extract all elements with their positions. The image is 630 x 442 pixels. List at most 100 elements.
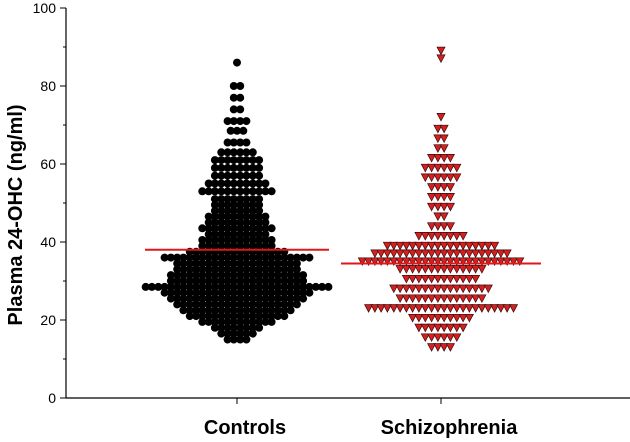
- controls-point: [255, 212, 264, 221]
- schizophrenia-point: [433, 284, 443, 294]
- controls-point: [217, 200, 226, 209]
- controls-point: [261, 317, 270, 326]
- controls-point: [255, 179, 264, 188]
- x-category-label: Controls: [204, 417, 286, 439]
- schizophrenia-point: [427, 202, 437, 212]
- schizophrenia-point: [508, 304, 519, 313]
- controls-point: [229, 117, 238, 126]
- controls-point: [242, 241, 251, 250]
- controls-point: [204, 179, 213, 188]
- controls-point: [242, 206, 251, 215]
- controls-point: [192, 306, 201, 315]
- schizophrenia-point: [433, 222, 443, 231]
- controls-point: [242, 156, 251, 165]
- schizophrenia-point: [439, 202, 449, 212]
- controls-point: [223, 179, 232, 188]
- controls-point: [273, 282, 282, 291]
- controls-point: [299, 253, 308, 262]
- controls-point: [198, 253, 207, 262]
- schizophrenia-point: [471, 294, 481, 304]
- controls-point: [229, 200, 238, 209]
- schizophrenia-point: [427, 313, 437, 323]
- schizophrenia-point: [420, 313, 430, 323]
- controls-point: [286, 265, 295, 274]
- controls-point: [223, 230, 232, 239]
- schizophrenia-point: [483, 241, 493, 251]
- controls-point: [198, 317, 207, 326]
- controls-point: [248, 282, 257, 291]
- controls-point: [147, 282, 156, 291]
- controls-point: [229, 253, 238, 262]
- schizophrenia-point: [477, 265, 487, 274]
- controls-point: [160, 288, 169, 297]
- controls-point: [292, 300, 301, 309]
- controls-point: [166, 271, 175, 280]
- controls-point: [236, 206, 245, 215]
- controls-point: [217, 230, 226, 239]
- controls-point: [229, 294, 238, 303]
- schizophrenia-point: [445, 222, 455, 231]
- controls-point: [248, 148, 257, 157]
- schizophrenia-point: [439, 284, 449, 294]
- schizophrenia-point: [433, 241, 443, 251]
- controls-point: [223, 224, 232, 233]
- controls-point: [255, 265, 264, 274]
- controls-point: [198, 187, 207, 196]
- schizophrenia-point: [445, 274, 455, 284]
- controls-point: [217, 294, 226, 303]
- controls-point: [223, 218, 232, 227]
- controls-point: [236, 171, 245, 180]
- schizophrenia-point: [420, 274, 430, 284]
- controls-point: [280, 300, 289, 309]
- schizophrenia-point: [433, 134, 443, 144]
- controls-point: [280, 259, 289, 268]
- controls-point: [267, 259, 276, 268]
- controls-point: [236, 179, 245, 188]
- controls-point: [229, 236, 238, 244]
- controls-point: [217, 265, 226, 274]
- controls-point: [229, 259, 238, 268]
- controls-point: [217, 312, 226, 321]
- controls-point: [185, 312, 194, 321]
- controls-point: [204, 317, 213, 326]
- controls-point: [305, 253, 314, 262]
- y-tick-label: 60: [40, 156, 56, 172]
- controls-point: [236, 323, 245, 332]
- controls-point: [229, 163, 238, 172]
- controls-point: [248, 156, 257, 165]
- controls-point: [198, 288, 207, 297]
- controls-point: [210, 253, 219, 262]
- controls-point: [261, 288, 270, 297]
- controls-point: [236, 335, 245, 344]
- controls-point: [204, 306, 213, 315]
- controls-point: [248, 300, 257, 309]
- controls-point: [236, 271, 245, 280]
- controls-point: [179, 282, 188, 291]
- schizophrenia-point: [439, 343, 449, 352]
- controls-point: [255, 241, 264, 250]
- controls-point: [255, 230, 264, 239]
- controls-point: [267, 224, 276, 233]
- controls-point: [242, 335, 251, 344]
- controls-point: [233, 126, 241, 135]
- controls-point: [217, 317, 226, 326]
- controls-point: [185, 265, 194, 274]
- controls-point: [255, 288, 264, 297]
- schizophrenia-point: [427, 232, 437, 241]
- controls-point: [173, 300, 182, 309]
- controls-point: [204, 230, 213, 239]
- schizophrenia-point: [477, 294, 487, 304]
- controls-point: [210, 317, 219, 326]
- controls-point: [179, 253, 188, 262]
- controls-point: [255, 224, 264, 233]
- controls-point: [223, 236, 232, 244]
- controls-point: [223, 265, 232, 274]
- schizophrenia-point: [433, 333, 443, 343]
- schizophrenia-point: [483, 304, 493, 313]
- schizophrenia-point: [445, 333, 455, 343]
- controls-point: [236, 212, 245, 221]
- schizophrenia-point: [477, 241, 487, 251]
- controls-point: [242, 317, 251, 326]
- controls-point: [292, 282, 301, 291]
- controls-point: [255, 218, 264, 227]
